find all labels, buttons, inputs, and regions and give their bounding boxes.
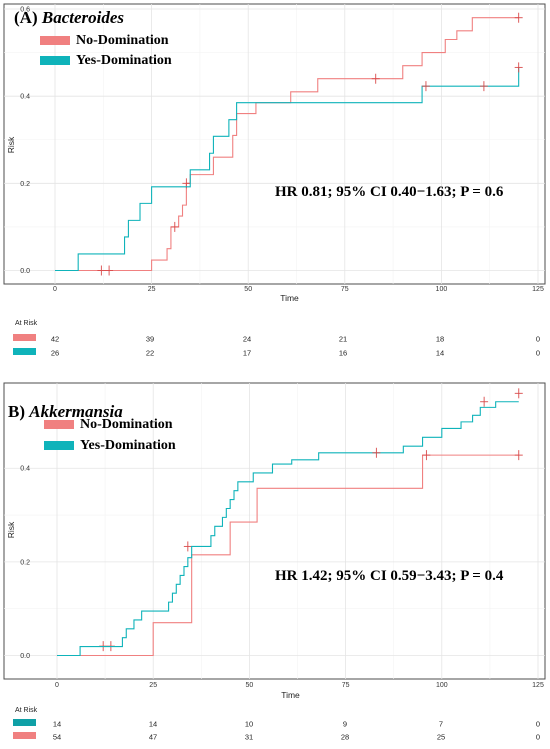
legend-label: Yes-Domination (76, 53, 172, 68)
legend-swatch (44, 441, 74, 450)
legend-swatch (40, 36, 70, 45)
x-tick-label: 50 (246, 682, 254, 689)
risk-count: 17 (243, 349, 251, 358)
risk-count: 7 (439, 720, 443, 729)
risk-count: 54 (53, 733, 61, 742)
risk-count: 0 (536, 349, 540, 358)
x-axis-title: Time (281, 690, 300, 700)
risk-count: 0 (536, 733, 540, 742)
panel-title: B) Akkermansia (8, 402, 123, 421)
legend-label: Yes-Domination (80, 438, 176, 453)
x-tick-label: 0 (55, 682, 59, 689)
y-tick-label: 0.2 (20, 181, 30, 188)
y-tick-label: 0.4 (20, 466, 30, 473)
legend-swatch (40, 56, 70, 65)
plot-frame (3, 3, 546, 285)
risk-count: 42 (51, 335, 59, 344)
risk-row-swatch (13, 719, 36, 726)
risk-table-title: At Risk (15, 320, 38, 327)
y-axis-title: Risk (6, 521, 16, 538)
risk-table-title: At Risk (15, 707, 38, 714)
risk-count: 39 (146, 335, 154, 344)
panel-title: (A) Bacteroides (14, 8, 124, 27)
plot-frame (3, 382, 546, 680)
chart-panel-0: 0 25 50 75 100 125 0.0 0.2 0.4 0.6 Time Risk (A) Bac… (3, 3, 546, 358)
y-axis-title: Risk (6, 136, 16, 153)
risk-row-swatch (13, 732, 36, 739)
legend-label: No-Domination (76, 33, 169, 48)
x-tick-label: 25 (148, 286, 156, 293)
risk-count: 26 (51, 349, 59, 358)
risk-count: 0 (536, 335, 540, 344)
x-tick-label: 25 (149, 682, 157, 689)
y-tick-label: 0.4 (20, 94, 30, 101)
risk-count: 18 (436, 335, 444, 344)
x-axis-title: Time (280, 293, 299, 303)
risk-count: 9 (343, 720, 347, 729)
x-tick-label: 100 (436, 682, 448, 689)
risk-count: 28 (341, 733, 349, 742)
y-tick-label: 0.6 (20, 7, 30, 14)
risk-count: 25 (437, 733, 445, 742)
x-tick-label: 125 (532, 682, 544, 689)
risk-count: 21 (339, 335, 347, 344)
risk-count: 16 (339, 349, 347, 358)
x-tick-label: 75 (341, 286, 349, 293)
km-curve-yes-domination (57, 401, 519, 657)
x-tick-label: 0 (53, 286, 57, 293)
risk-count: 31 (245, 733, 253, 742)
km-curve-yes-domination (55, 67, 520, 272)
risk-row-swatch (13, 334, 36, 341)
panel-title-prefix: (A) (14, 8, 42, 27)
hr-annotation: HR 0.81; 95% CI 0.40−1.63; P = 0.6 (275, 184, 504, 200)
y-tick-label: 0.0 (20, 268, 30, 275)
y-tick-label: 0.2 (20, 559, 30, 566)
y-tick-label: 0.0 (20, 653, 30, 660)
risk-count: 24 (243, 335, 251, 344)
risk-count: 10 (245, 720, 253, 729)
x-tick-label: 125 (532, 286, 544, 293)
panel-title-prefix: B) (8, 402, 29, 421)
panel-title-taxon: Akkermansia (28, 402, 123, 421)
risk-row-swatch (13, 348, 36, 355)
risk-count: 0 (536, 720, 540, 729)
hr-annotation: HR 1.42; 95% CI 0.59−3.43; P = 0.4 (275, 568, 504, 584)
risk-count: 22 (146, 349, 154, 358)
x-tick-label: 75 (342, 682, 350, 689)
risk-count: 47 (149, 733, 157, 742)
risk-count: 14 (53, 720, 61, 729)
legend-label: No-Domination (80, 417, 173, 432)
x-tick-label: 50 (244, 286, 252, 293)
panel-title-taxon: Bacteroides (41, 8, 125, 27)
risk-count: 14 (436, 349, 444, 358)
risk-count: 14 (149, 720, 157, 729)
legend-swatch (44, 420, 74, 429)
x-tick-label: 100 (436, 286, 448, 293)
km-curve-no-domination (57, 454, 519, 657)
